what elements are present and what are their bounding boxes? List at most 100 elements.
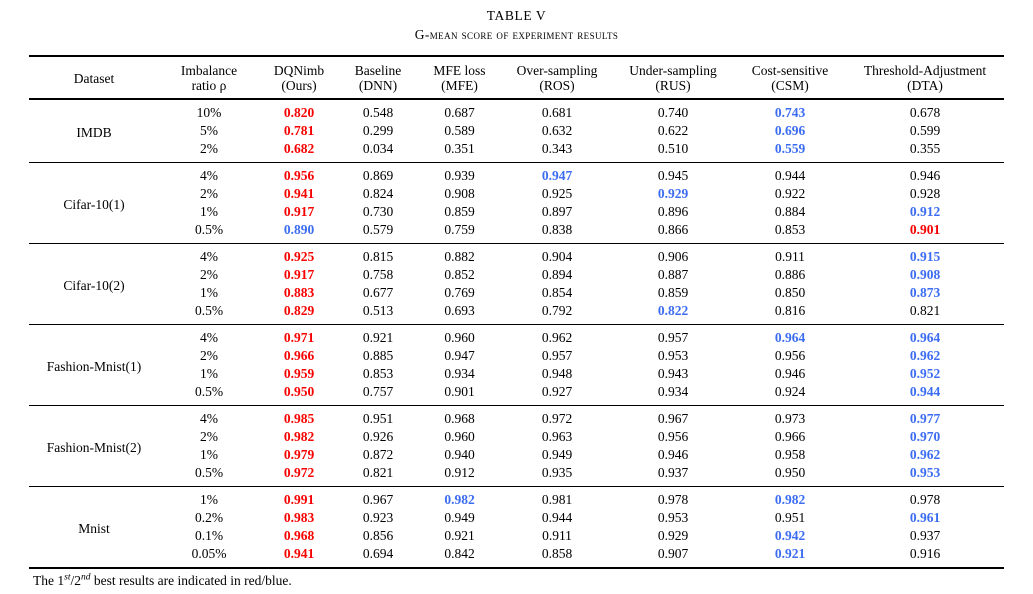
score-cell: 0.677 [362,285,394,300]
imbalance-ratio: 5% [200,123,218,138]
score-cell: 0.941 [283,186,315,201]
imbalance-ratio: 1% [200,285,218,300]
table-footnote: The 1st/2nd best results are indicated i… [33,573,1033,589]
table-row: 0.5% 0.972 0.821 0.912 0.935 0.937 0.950 0.953 [29,464,1004,487]
score-cell: 0.971 [283,330,315,345]
table-row: 0.5% 0.890 0.579 0.759 0.838 0.866 0.853 0.901 [29,221,1004,244]
score-cell: 0.934 [444,366,475,381]
dataset-group: Cifar-10(2) 4% 0.925 0.815 0.882 0.904 0.906 0.… [29,243,1004,325]
score-cell: 0.548 [362,105,394,120]
score-cell: 0.757 [362,384,394,399]
score-cell: 0.944 [909,384,941,399]
score-cell: 0.792 [541,303,573,318]
score-cell: 0.873 [909,285,941,300]
column-header-8: Threshold-Adjustment (DTA) [863,63,987,93]
score-cell: 0.982 [444,492,475,507]
score-cell: 0.937 [909,528,941,543]
imbalance-ratio: 0.5% [194,303,224,318]
imbalance-ratio: 1% [200,366,218,381]
score-cell: 0.964 [774,330,806,345]
score-cell: 0.962 [909,447,941,462]
table-row: 0.5% 0.829 0.513 0.693 0.792 0.822 0.816 0.821 [29,302,1004,325]
score-cell: 0.963 [541,429,573,444]
score-cell: 0.972 [283,465,315,480]
score-cell: 0.956 [774,348,806,363]
score-cell: 0.927 [541,384,573,399]
score-cell: 0.991 [283,492,315,507]
score-cell: 0.912 [444,465,475,480]
imbalance-ratio: 4% [200,411,218,426]
score-cell: 0.510 [657,141,689,156]
score-cell: 0.946 [909,168,941,183]
imbalance-ratio: 10% [196,105,222,120]
score-cell: 0.944 [774,168,806,183]
score-cell: 0.897 [541,204,573,219]
score-cell: 0.858 [541,546,573,561]
score-cell: 0.956 [283,168,315,183]
table-row: 0.1% 0.968 0.856 0.921 0.911 0.929 0.942 0.937 [29,527,1004,545]
score-cell: 0.921 [774,546,806,561]
score-cell: 0.926 [362,429,394,444]
score-cell: 0.982 [774,492,806,507]
score-cell: 0.869 [362,168,394,183]
footnote-text: /2 [70,573,81,588]
score-cell: 0.960 [444,330,475,345]
results-table: Dataset Imbalance ratio ρ DQNimb (Ours) Basel… [29,55,1004,569]
dataset-label: Cifar-10(1) [63,197,125,212]
table-number: TABLE V [486,8,547,23]
score-cell: 0.882 [444,249,475,264]
score-cell: 0.977 [909,411,941,426]
table-row: 1% 0.917 0.730 0.859 0.897 0.896 0.884 0.912 [29,203,1004,221]
score-cell: 0.907 [657,546,689,561]
score-cell: 0.921 [362,330,394,345]
score-cell: 0.355 [909,141,941,156]
score-cell: 0.886 [774,267,806,282]
score-cell: 0.961 [909,510,941,525]
score-cell: 0.957 [657,330,689,345]
score-cell: 0.923 [362,510,394,525]
score-cell: 0.887 [657,267,689,282]
table-row: 2% 0.682 0.034 0.351 0.343 0.510 0.559 0.355 [29,140,1004,163]
score-cell: 0.959 [283,366,315,381]
score-cell: 0.693 [444,303,475,318]
score-cell: 0.730 [362,204,394,219]
score-cell: 0.985 [283,411,315,426]
score-cell: 0.946 [657,447,689,462]
score-cell: 0.820 [283,105,315,120]
score-cell: 0.559 [774,141,806,156]
table-row: 2% 0.982 0.926 0.960 0.963 0.956 0.966 0.970 [29,428,1004,446]
table-row: 1% 0.979 0.872 0.940 0.949 0.946 0.958 0.962 [29,446,1004,464]
score-cell: 0.978 [909,492,941,507]
score-cell: 0.901 [444,384,475,399]
table-title: G-mean score of experiment results [414,27,619,42]
imbalance-ratio: 0.5% [194,384,224,399]
score-cell: 0.816 [774,303,806,318]
score-cell: 0.866 [657,222,689,237]
table-row: 5% 0.781 0.299 0.589 0.632 0.622 0.696 0.599 [29,122,1004,140]
imbalance-ratio: 4% [200,249,218,264]
score-cell: 0.622 [657,123,689,138]
table-row: 0.05% 0.941 0.694 0.842 0.858 0.907 0.921 0.916 [29,545,1004,568]
score-cell: 0.901 [909,222,941,237]
score-cell: 0.967 [362,492,394,507]
score-cell: 0.351 [444,141,475,156]
column-header-7: Cost-sensitive (CSM) [751,63,829,93]
imbalance-ratio: 0.5% [194,222,224,237]
score-cell: 0.939 [444,168,475,183]
column-header-5: Over-sampling (ROS) [516,63,598,93]
table-row: Fashion-Mnist(1) 4% 0.971 0.921 0.960 0.962 0.… [29,325,1004,374]
score-cell: 0.922 [774,186,806,201]
table-row: 2% 0.917 0.758 0.852 0.894 0.887 0.886 0.908 [29,266,1004,284]
score-cell: 0.962 [909,348,941,363]
score-cell: 0.859 [444,204,475,219]
score-cell: 0.952 [909,366,941,381]
score-cell: 0.743 [774,105,806,120]
score-cell: 0.822 [657,303,689,318]
score-cell: 0.968 [444,411,475,426]
dataset-group: IMDB 10% 0.820 0.548 0.687 0.681 0.740 0.743 0.6… [29,99,1004,163]
score-cell: 0.934 [657,384,689,399]
score-cell: 0.599 [909,123,941,138]
table-row: 2% 0.966 0.885 0.947 0.957 0.953 0.956 0.962 [29,347,1004,365]
score-cell: 0.906 [657,249,689,264]
score-cell: 0.632 [541,123,573,138]
